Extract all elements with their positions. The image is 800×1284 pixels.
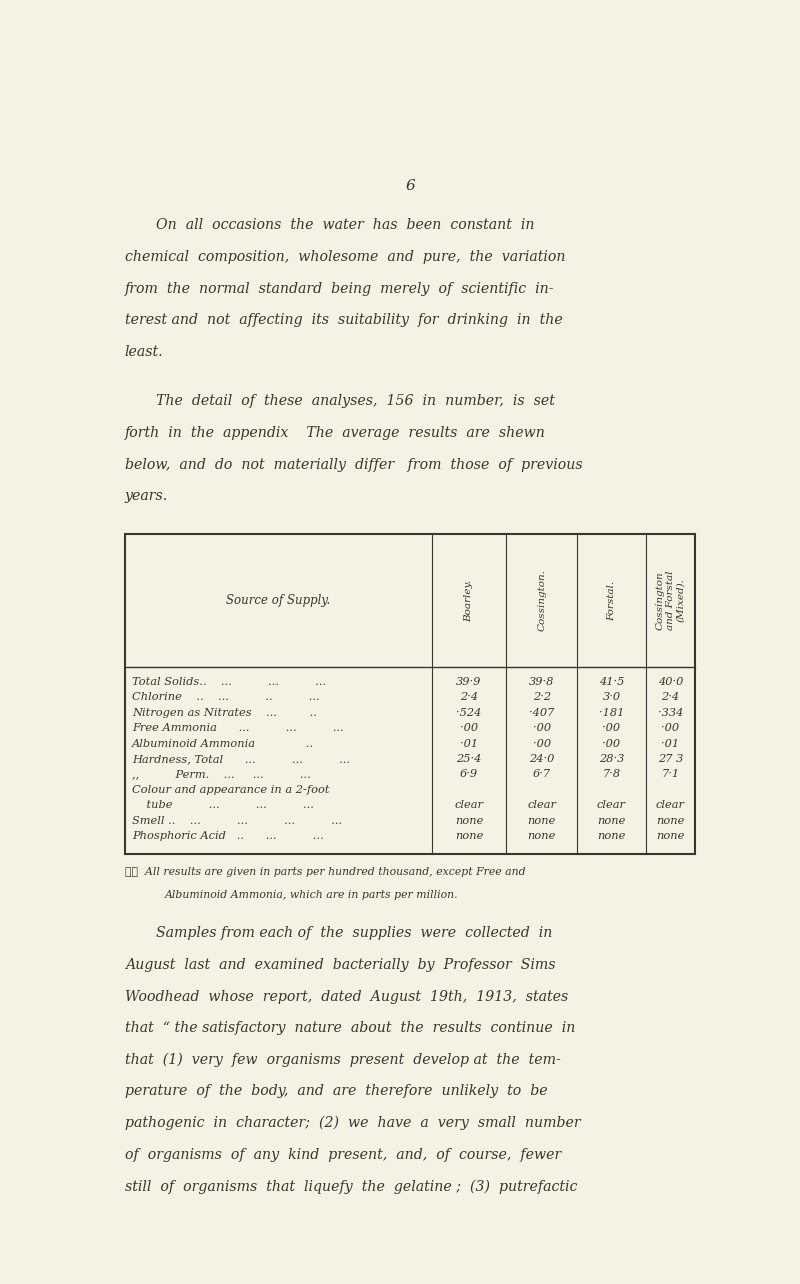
Text: none: none bbox=[527, 831, 556, 841]
Text: perature  of  the  body,  and  are  therefore  unlikely  to  be: perature of the body, and are therefore … bbox=[125, 1085, 547, 1098]
Text: tube          ...          ...          ...: tube ... ... ... bbox=[132, 800, 314, 810]
Text: 3·0: 3·0 bbox=[602, 692, 621, 702]
Text: Albuminoid Ammonia              ..: Albuminoid Ammonia .. bbox=[132, 738, 314, 749]
Text: of  organisms  of  any  kind  present,  and,  of  course,  fewer: of organisms of any kind present, and, o… bbox=[125, 1148, 561, 1162]
Text: Albuminoid Ammonia, which are in parts per million.: Albuminoid Ammonia, which are in parts p… bbox=[165, 890, 458, 900]
Text: 7·8: 7·8 bbox=[602, 769, 621, 779]
Text: none: none bbox=[656, 831, 685, 841]
Text: none: none bbox=[527, 815, 556, 826]
Text: ·524: ·524 bbox=[456, 707, 482, 718]
Text: Cossington
and Forstal
(Mixed).: Cossington and Forstal (Mixed). bbox=[655, 570, 686, 630]
Text: 41·5: 41·5 bbox=[599, 677, 624, 687]
Text: 27 3: 27 3 bbox=[658, 754, 683, 764]
Text: Samples from each of  the  supplies  were  collected  in: Samples from each of the supplies were c… bbox=[156, 926, 552, 940]
Text: Nitrogen as Nitrates    ...         ..: Nitrogen as Nitrates ... .. bbox=[132, 707, 317, 718]
Text: least.: least. bbox=[125, 345, 163, 360]
Text: 2·4: 2·4 bbox=[662, 692, 679, 702]
Text: none: none bbox=[598, 815, 626, 826]
Text: clear: clear bbox=[656, 800, 685, 810]
Text: pathogenic  in  character;  (2)  we  have  a  very  small  number: pathogenic in character; (2) we have a v… bbox=[125, 1116, 581, 1130]
Text: clear: clear bbox=[527, 800, 556, 810]
Text: Phosphoric Acid   ..      ...          ...: Phosphoric Acid .. ... ... bbox=[132, 831, 324, 841]
Text: Hardness, Total      ...          ...          ...: Hardness, Total ... ... ... bbox=[132, 754, 350, 764]
Text: terest and  not  affecting  its  suitability  for  drinking  in  the: terest and not affecting its suitability… bbox=[125, 313, 562, 327]
Text: 6·9: 6·9 bbox=[460, 769, 478, 779]
Text: 2·2: 2·2 bbox=[533, 692, 551, 702]
Text: Cossington.: Cossington. bbox=[538, 570, 546, 632]
Text: Chlorine    ..    ...          ..          ...: Chlorine .. ... .. ... bbox=[132, 692, 320, 702]
Text: 40·0: 40·0 bbox=[658, 677, 683, 687]
Text: Woodhead  whose  report,  dated  August  19th,  1913,  states: Woodhead whose report, dated August 19th… bbox=[125, 990, 568, 1004]
Text: 6·7: 6·7 bbox=[533, 769, 551, 779]
Text: ·01: ·01 bbox=[460, 738, 478, 749]
Text: ·00: ·00 bbox=[533, 723, 551, 733]
Text: ·01: ·01 bbox=[662, 738, 679, 749]
Text: Source of Supply.: Source of Supply. bbox=[226, 594, 330, 607]
Text: none: none bbox=[454, 815, 483, 826]
Text: Smell ..    ...          ...          ...          ...: Smell .. ... ... ... ... bbox=[132, 815, 342, 826]
Text: Colour and appearance in a 2-foot: Colour and appearance in a 2-foot bbox=[132, 785, 330, 795]
Text: On  all  occasions  the  water  has  been  constant  in: On all occasions the water has been cons… bbox=[156, 218, 534, 232]
Text: 24·0: 24·0 bbox=[529, 754, 554, 764]
Text: ·00: ·00 bbox=[662, 723, 679, 733]
Text: ·407: ·407 bbox=[529, 707, 554, 718]
Text: 25·4: 25·4 bbox=[456, 754, 482, 764]
Text: below,  and  do  not  materially  differ   from  those  of  previous: below, and do not materially differ from… bbox=[125, 457, 582, 471]
Text: 2·4: 2·4 bbox=[460, 692, 478, 702]
Text: Forstal.: Forstal. bbox=[607, 580, 616, 620]
Text: 39·9: 39·9 bbox=[456, 677, 482, 687]
Text: from  the  normal  standard  being  merely  of  scientific  in-: from the normal standard being merely of… bbox=[125, 281, 554, 295]
Text: clear: clear bbox=[454, 800, 483, 810]
Text: years.: years. bbox=[125, 489, 168, 503]
Text: ·00: ·00 bbox=[533, 738, 551, 749]
Text: Boarley.: Boarley. bbox=[464, 579, 474, 621]
Text: ,,          Perm.    ...     ...          ...: ,, Perm. ... ... ... bbox=[132, 769, 311, 779]
Text: that  (1)  very  few  organisms  present  develop at  the  tem-: that (1) very few organisms present deve… bbox=[125, 1053, 561, 1067]
Text: ·00: ·00 bbox=[602, 738, 621, 749]
Text: 39·8: 39·8 bbox=[529, 677, 554, 687]
Text: ·181: ·181 bbox=[599, 707, 624, 718]
Text: Free Ammonia      ...          ...          ...: Free Ammonia ... ... ... bbox=[132, 723, 344, 733]
Text: 7·1: 7·1 bbox=[662, 769, 679, 779]
Text: 28·3: 28·3 bbox=[599, 754, 624, 764]
Text: ·00: ·00 bbox=[602, 723, 621, 733]
Text: clear: clear bbox=[597, 800, 626, 810]
Text: 6: 6 bbox=[405, 178, 415, 193]
Text: August  last  and  examined  bacterially  by  Professor  Sims: August last and examined bacterially by … bbox=[125, 958, 555, 972]
Text: ·334: ·334 bbox=[658, 707, 683, 718]
Text: ·00: ·00 bbox=[460, 723, 478, 733]
Text: none: none bbox=[598, 831, 626, 841]
Text: that  “ the satisfactory  nature  about  the  results  continue  in: that “ the satisfactory nature about the… bbox=[125, 1021, 575, 1035]
Text: none: none bbox=[454, 831, 483, 841]
Text: ★★  All results are given in parts per hundred thousand, except Free and: ★★ All results are given in parts per hu… bbox=[125, 867, 526, 877]
Text: Total Solids..    ...          ...          ...: Total Solids.. ... ... ... bbox=[132, 677, 326, 687]
Text: forth  in  the  appendix    The  average  results  are  shewn: forth in the appendix The average result… bbox=[125, 426, 546, 440]
Text: none: none bbox=[656, 815, 685, 826]
Text: The  detail  of  these  analyses,  156  in  number,  is  set: The detail of these analyses, 156 in num… bbox=[156, 394, 554, 408]
Text: chemical  composition,  wholesome  and  pure,  the  variation: chemical composition, wholesome and pure… bbox=[125, 250, 566, 265]
Text: still  of  organisms  that  liquefy  the  gelatine ;  (3)  putrefactic: still of organisms that liquefy the gela… bbox=[125, 1179, 577, 1194]
